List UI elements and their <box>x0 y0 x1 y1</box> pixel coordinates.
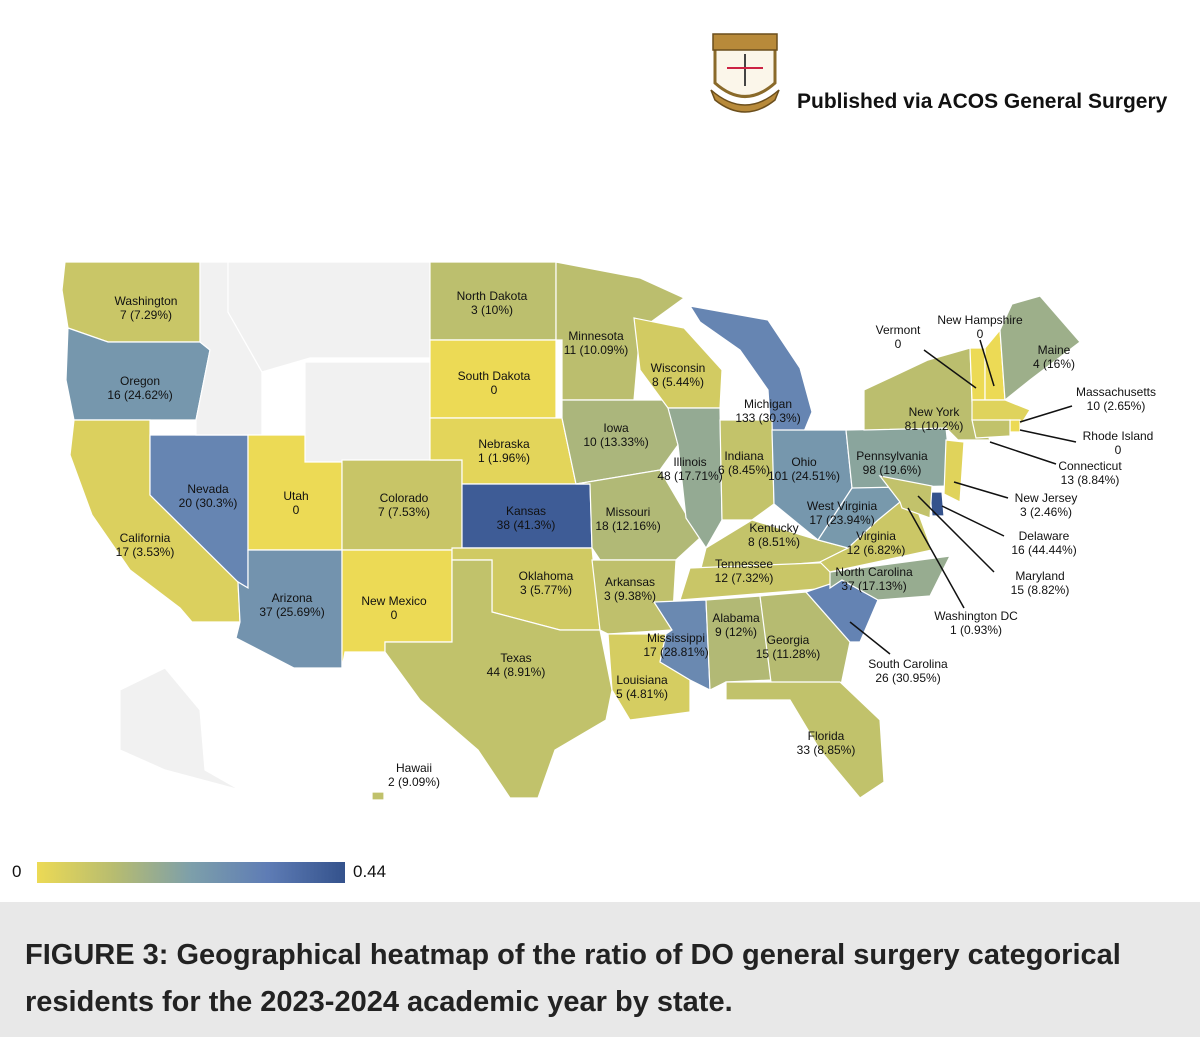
figure-caption-box: FIGURE 3: Geographical heatmap of the ra… <box>0 902 1200 1037</box>
state-label-massachusetts: Massachusetts 10 (2.65%) <box>1076 385 1156 413</box>
state-alaska <box>119 667 241 791</box>
state-label-west-virginia: West Virginia 17 (23.94%) <box>807 499 878 527</box>
state-label-new-mexico: New Mexico 0 <box>361 594 427 622</box>
state-label-maine: Maine 4 (16%) <box>1033 343 1075 371</box>
leader-line-delaware <box>941 505 1005 537</box>
legend-min-label: 0 <box>12 862 22 881</box>
publisher-text: Published via ACOS General Surgery <box>797 90 1168 113</box>
legend-gradient-bar <box>37 862 345 883</box>
legend-max-label: 0.44 <box>353 862 387 881</box>
state-label-north-dakota: North Dakota 3 (10%) <box>457 289 528 317</box>
figure-caption: FIGURE 3: Geographical heatmap of the ra… <box>25 939 1121 1018</box>
state-label-alabama: Alabama 9 (12%) <box>712 611 760 639</box>
state-label-south-carolina: South Carolina 26 (30.95%) <box>868 657 948 685</box>
state-label-michigan: Michigan 133 (30.3%) <box>735 397 800 425</box>
state-new-york <box>863 347 991 441</box>
acos-logo-icon <box>710 33 780 113</box>
state-label-wisconsin: Wisconsin 8 (5.44%) <box>651 361 706 389</box>
state-label-louisiana: Louisiana 5 (4.81%) <box>616 673 668 701</box>
state-maryland <box>878 475 933 519</box>
state-label-utah: Utah 0 <box>283 489 308 517</box>
leader-line-connecticut <box>989 441 1057 465</box>
state-label-washington-dc: Washington DC 1 (0.93%) <box>934 609 1018 637</box>
state-label-maryland: Maryland 15 (8.82%) <box>1011 569 1070 597</box>
state-label-vermont: Vermont 0 <box>876 323 921 351</box>
state-label-south-dakota: South Dakota 0 <box>458 369 531 397</box>
state-label-texas: Texas 44 (8.91%) <box>487 651 546 679</box>
state-label-colorado: Colorado 7 (7.53%) <box>378 491 430 519</box>
state-label-new-jersey: New Jersey 3 (2.46%) <box>1015 491 1078 519</box>
state-vermont <box>969 347 986 401</box>
state-label-kansas: Kansas 38 (41.3%) <box>497 504 556 532</box>
state-indiana <box>719 419 775 521</box>
state-label-illinois: Illinois 48 (17.71%) <box>657 455 722 483</box>
leader-line-washington-dc <box>907 507 965 609</box>
state-label-new-hampshire: New Hampshire 0 <box>937 313 1023 341</box>
state-rhode-island <box>1009 419 1021 433</box>
state-label-pennsylvania: Pennsylvania 98 (19.6%) <box>856 449 928 477</box>
state-label-california: California 17 (3.53%) <box>116 531 175 559</box>
publisher-header: Published via ACOS General Surgery <box>705 28 1200 118</box>
state-label-hawaii: Hawaii 2 (9.09%) <box>388 761 440 789</box>
leader-line-new-hampshire <box>979 339 995 387</box>
leader-line-maryland <box>917 495 995 573</box>
state-label-missouri: Missouri 18 (12.16%) <box>595 505 660 533</box>
state-shapes <box>61 261 1081 801</box>
state-label-nebraska: Nebraska 1 (1.96%) <box>478 437 530 465</box>
state-hawaii <box>371 791 385 801</box>
leader-line-rhode-island <box>1019 429 1077 443</box>
leader-lines <box>849 339 1077 655</box>
state-label-arkansas: Arkansas 3 (9.38%) <box>604 575 656 603</box>
state-wyoming <box>304 361 431 463</box>
state-label-oregon: Oregon 16 (24.62%) <box>107 374 172 402</box>
leader-line-vermont <box>923 349 977 389</box>
state-label-arizona: Arizona 37 (25.69%) <box>259 591 324 619</box>
state-label-florida: Florida 33 (8.85%) <box>797 729 856 757</box>
state-label-washington: Washington 7 (7.29%) <box>115 294 178 322</box>
us-heatmap: Washington 7 (7.29%) Oregon 16 (24.62%) Cali… <box>61 261 1156 801</box>
state-label-indiana: Indiana 6 (8.45%) <box>718 449 770 477</box>
state-new-jersey <box>943 439 965 503</box>
state-label-ohio: Ohio 101 (24.51%) <box>768 455 840 483</box>
state-label-iowa: Iowa 10 (13.33%) <box>583 421 648 449</box>
state-label-virginia: Virginia 12 (6.82%) <box>847 529 906 557</box>
state-montana <box>227 261 431 373</box>
state-delaware <box>929 491 945 517</box>
state-connecticut <box>971 419 1011 439</box>
state-label-delaware: Delaware 16 (44.44%) <box>1011 529 1076 557</box>
leader-line-south-carolina <box>849 621 891 655</box>
state-florida <box>725 681 885 799</box>
color-legend: 0 0.44 <box>0 855 420 895</box>
state-label-mississippi: Mississippi 17 (28.81%) <box>643 631 708 659</box>
state-labels: Washington 7 (7.29%) Oregon 16 (24.62%) Cali… <box>107 289 1156 789</box>
state-north-carolina <box>829 555 952 601</box>
state-arkansas <box>591 559 677 635</box>
state-texas <box>384 559 613 799</box>
state-label-connecticut: Connecticut 13 (8.84%) <box>1058 459 1122 487</box>
state-label-minnesota: Minnesota 11 (10.09%) <box>564 329 628 357</box>
state-label-north-carolina: North Carolina 37 (17.13%) <box>835 565 913 593</box>
state-alabama <box>705 595 773 691</box>
state-label-rhode-island: Rhode Island 0 <box>1083 429 1154 457</box>
leader-line-new-jersey <box>953 481 1009 499</box>
state-label-nevada: Nevada 20 (30.3%) <box>179 482 238 510</box>
state-label-new-york: New York 81 (10.2%) <box>905 405 964 433</box>
state-label-kentucky: Kentucky 8 (8.51%) <box>748 521 800 549</box>
leader-line-massachusetts <box>1019 405 1073 423</box>
state-label-georgia: Georgia 15 (11.28%) <box>756 633 820 661</box>
state-label-tennessee: Tennessee 12 (7.32%) <box>715 557 774 585</box>
state-label-oklahoma: Oklahoma 3 (5.77%) <box>519 569 574 597</box>
